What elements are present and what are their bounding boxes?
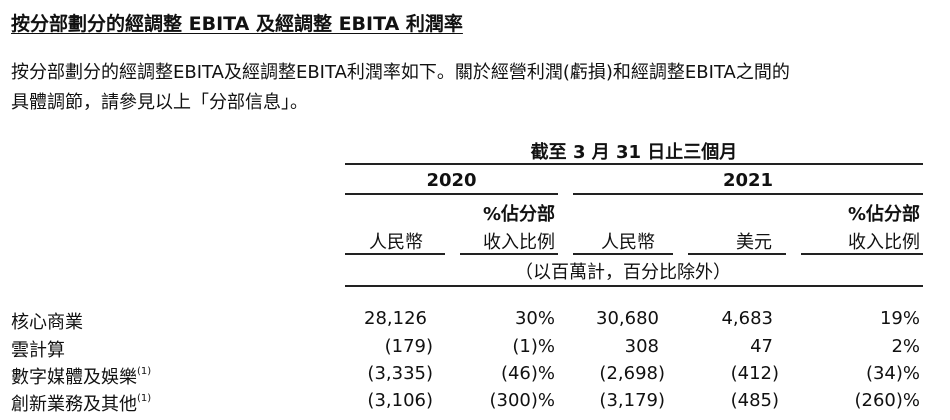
col-2020-pct-header-line2: 收入比例 <box>483 232 555 253</box>
cell-2020-pct: (300)% <box>489 390 555 411</box>
col-2021-usd-header: 美元 <box>736 232 772 253</box>
cell-2021-rmb: (3,179) <box>599 390 665 411</box>
cell-2021-usd: 47 <box>750 336 773 357</box>
cell-2021-rmb: 308 <box>624 336 659 357</box>
cell-2021-usd: (412) <box>730 363 779 384</box>
period-header: 截至 3 月 31 日止三個月 <box>530 142 738 163</box>
year-2021-header: 2021 <box>722 170 774 191</box>
intro-paragraph-line-1: 按分部劃分的經調整EBITA及經調整EBITA利潤率如下。關於經營利潤(虧損)和… <box>11 62 790 83</box>
period-rule <box>345 163 923 165</box>
cell-2021-pct: 19% <box>879 308 920 329</box>
year-2020-rule <box>345 193 558 195</box>
units-note: （以百萬計，百分比除外） <box>515 262 731 283</box>
col-2020-pct-header-line1: %佔分部 <box>482 204 555 225</box>
cell-2020-pct: 30% <box>514 308 555 329</box>
intro-paragraph-line-2: 具體調節，請參見以上「分部信息」。 <box>11 92 308 113</box>
table-row-label: 雲計算 <box>11 340 65 361</box>
col-2020-pct-rule <box>460 253 558 255</box>
year-2021-rule <box>573 193 923 195</box>
cell-2020-pct: (46)% <box>500 363 555 384</box>
cell-2020-pct: (1)% <box>512 336 555 357</box>
cell-2021-pct: (260)% <box>854 390 920 411</box>
year-2020-header: 2020 <box>426 170 477 191</box>
col-2021-rmb-header: 人民幣 <box>601 232 655 253</box>
table-row-label: 核心商業 <box>11 312 83 333</box>
cell-2021-usd: 4,683 <box>721 308 773 329</box>
col-2021-pct-header-line1: %佔分部 <box>847 204 920 225</box>
cell-2021-usd: (485) <box>730 390 779 411</box>
col-2021-rmb-rule <box>573 253 673 255</box>
cell-2020-rmb: (179) <box>384 336 433 357</box>
header-bottom-rule <box>345 285 923 287</box>
cell-2021-rmb: 30,680 <box>596 308 659 329</box>
col-2021-pct-header-line2: 收入比例 <box>848 232 920 253</box>
col-2020-rmb-header: 人民幣 <box>369 232 423 253</box>
col-2020-rmb-rule <box>345 253 445 255</box>
cell-2020-rmb: (3,106) <box>367 390 433 411</box>
table-row-label: 創新業務及其他(1) <box>11 393 152 416</box>
cell-2020-rmb: (3,335) <box>367 363 433 384</box>
cell-2021-rmb: (2,698) <box>599 363 665 384</box>
col-2021-pct-rule <box>801 253 923 255</box>
table-row-label: 數字媒體及娛樂(1) <box>11 366 152 389</box>
cell-2020-rmb: 28,126 <box>364 308 427 329</box>
col-2021-usd-rule <box>688 253 786 255</box>
cell-2021-pct: 2% <box>891 336 920 357</box>
cell-2021-pct: (34)% <box>865 363 920 384</box>
section-heading: 按分部劃分的經調整 EBITA 及經調整 EBITA 利潤率 <box>11 13 463 35</box>
